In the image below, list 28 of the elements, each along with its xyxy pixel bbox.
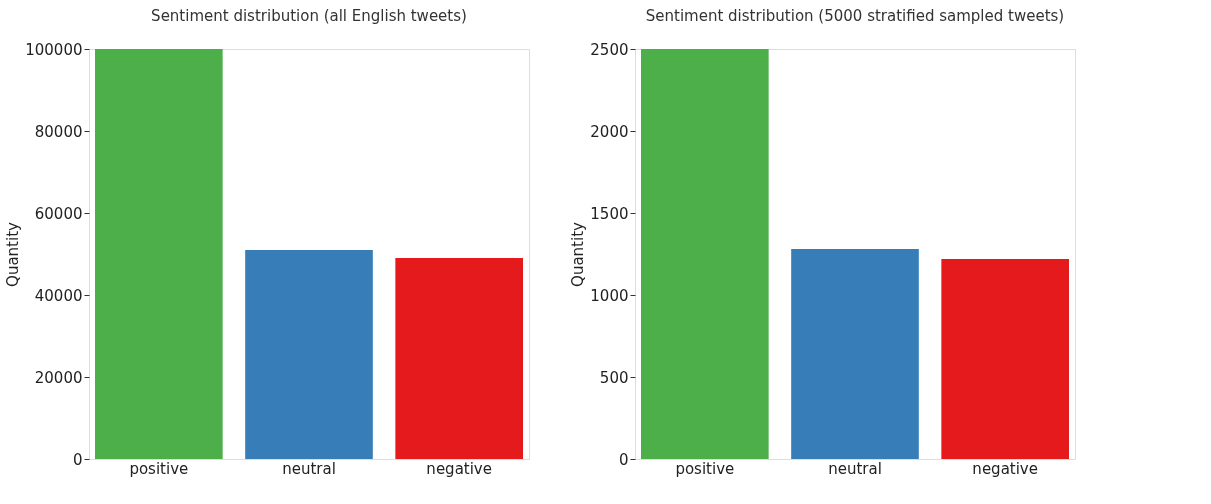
x-tick-label: positive: [675, 459, 735, 478]
bar: [395, 258, 523, 459]
x-tick-label: positive: [129, 459, 189, 478]
x-tick-label: neutral: [282, 459, 336, 478]
y-tick-label: 100000: [25, 40, 83, 59]
x-tick-label: negative: [426, 459, 492, 478]
y-tick-label: 2500: [590, 40, 629, 59]
x-tick-label: neutral: [828, 459, 882, 478]
bar: [245, 249, 373, 459]
x-tick-label: negative: [972, 459, 1038, 478]
y-tick-label: 2000: [590, 122, 629, 141]
y-tick-label: 80000: [34, 122, 83, 141]
y-tick-label: 1000: [590, 286, 629, 305]
y-tick-label: 0: [618, 450, 629, 469]
y-tick-label: 500: [599, 368, 629, 387]
chart-title: Sentiment distribution (5000 stratified sampled tweets): [645, 7, 1065, 25]
y-tick-label: 0: [72, 450, 83, 469]
y-tick-label: 1500: [590, 204, 629, 223]
bar: [95, 49, 223, 459]
bar: [641, 49, 769, 459]
y-axis-title: Quantity: [4, 221, 23, 287]
y-tick-label: 60000: [34, 204, 83, 223]
chart-title: Sentiment distribution (all English tweets): [151, 7, 467, 25]
y-tick-label: 40000: [34, 286, 83, 305]
y-tick-label: 20000: [34, 368, 83, 387]
y-axis-title: Quantity: [569, 221, 588, 287]
bar: [941, 258, 1069, 459]
bar: [791, 249, 919, 459]
